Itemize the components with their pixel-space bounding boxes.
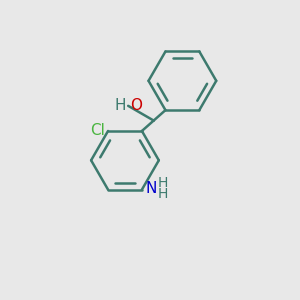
Text: H: H (157, 176, 168, 190)
Text: H: H (157, 187, 168, 201)
Text: H: H (114, 98, 126, 113)
Text: O: O (130, 98, 142, 113)
Text: N: N (146, 181, 157, 196)
Text: Cl: Cl (90, 124, 104, 139)
